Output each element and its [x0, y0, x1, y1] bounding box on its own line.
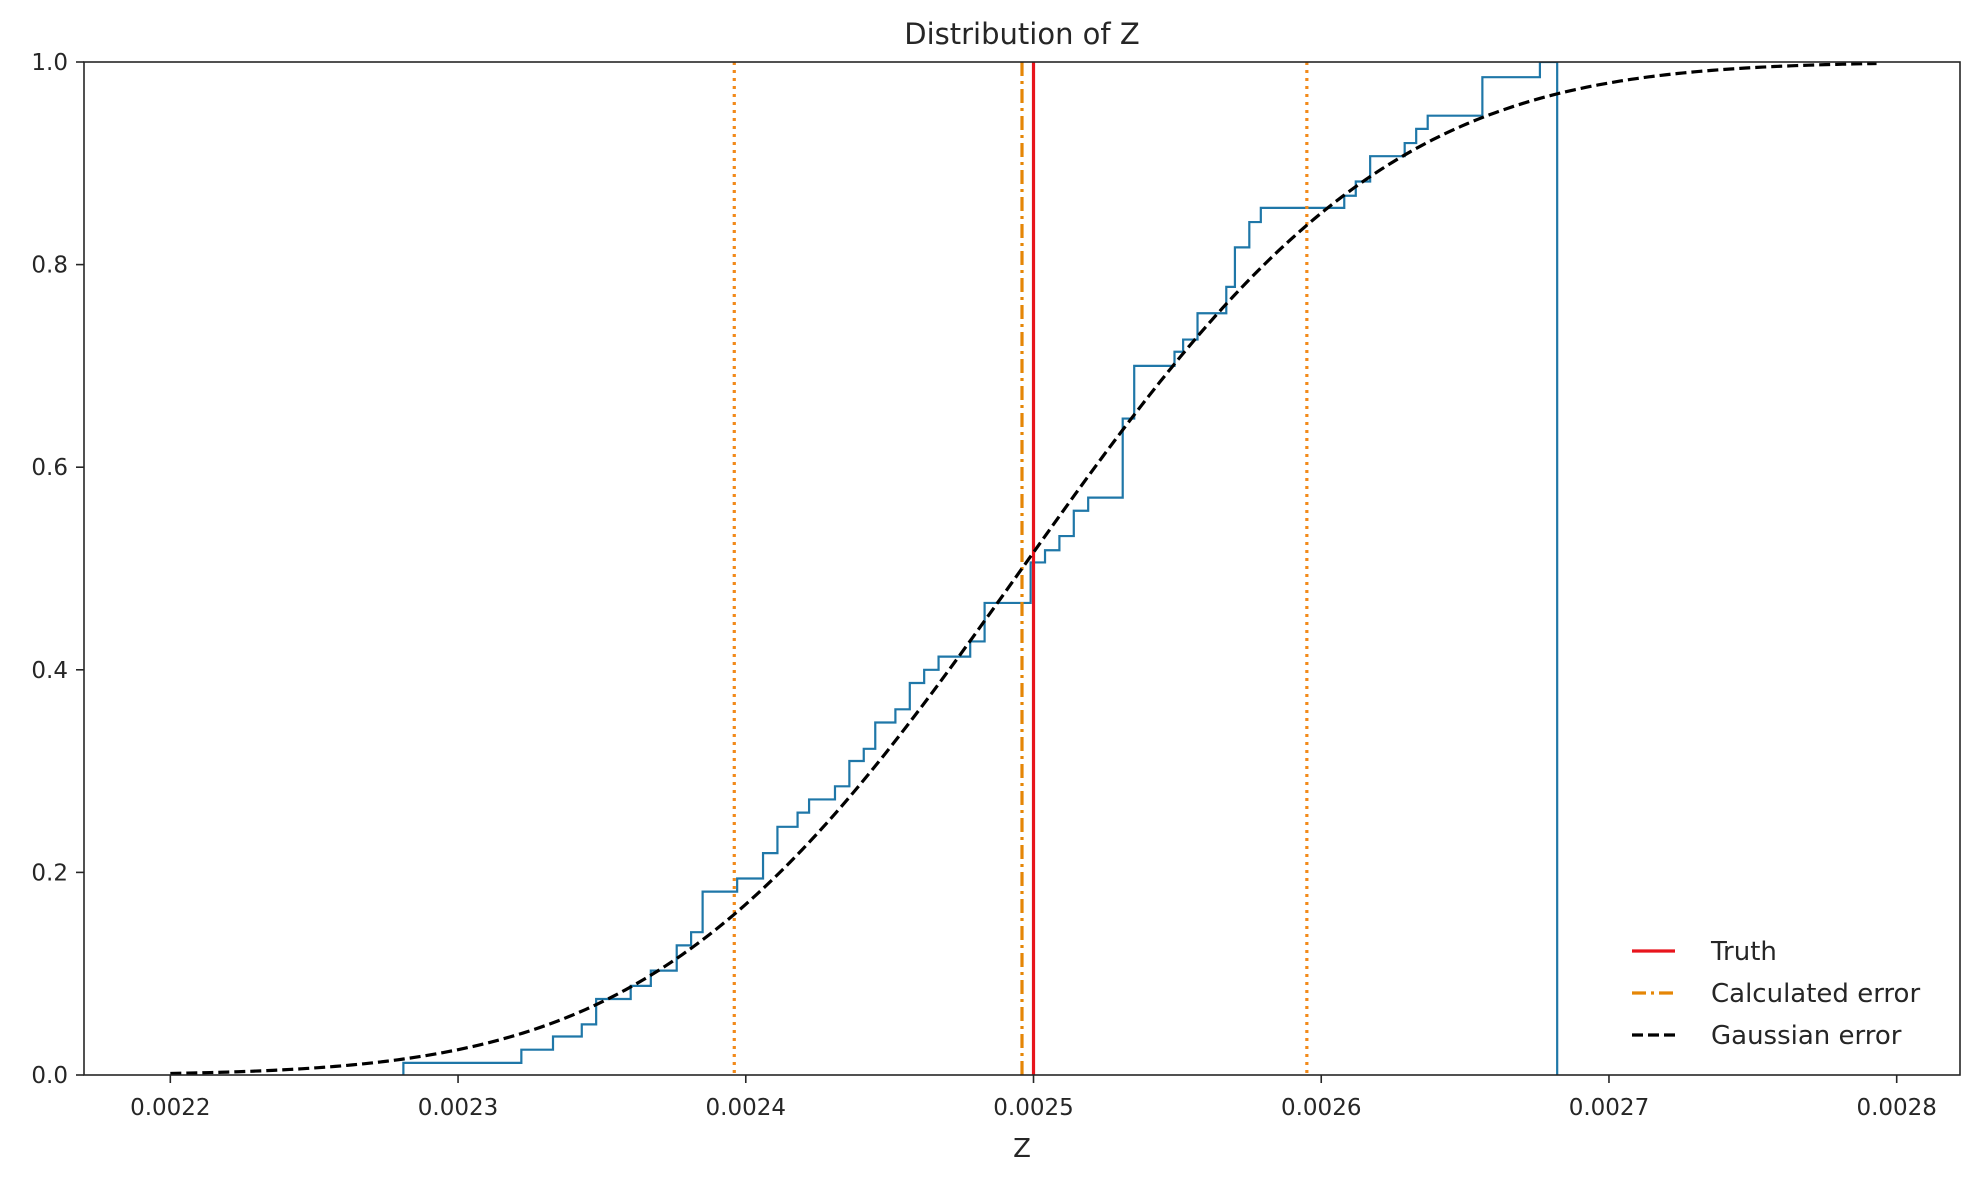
legend: Truth Calculated error Gaussian error: [1632, 937, 1920, 1051]
chart-title: Distribution of Z: [904, 17, 1139, 51]
x-tick-label: 0.0026: [1281, 1095, 1361, 1121]
legend-label-calculated-error: Calculated error: [1711, 979, 1920, 1009]
x-tick-label: 0.0028: [1856, 1095, 1936, 1121]
y-axis: 0.0 0.2 0.4 0.6 0.8 1.0: [31, 50, 84, 1089]
x-axis-title: Z: [1013, 1134, 1031, 1164]
x-axis: 0.0022 0.0023 0.0024 0.0025 0.0026 0.0027 0.00…: [130, 1075, 1937, 1121]
y-tick-label: 0.4: [31, 658, 68, 684]
y-tick-label: 0.6: [31, 455, 68, 481]
x-tick-label: 0.0024: [706, 1095, 786, 1121]
legend-label-gaussian-error: Gaussian error: [1711, 1021, 1902, 1051]
y-tick-label: 0.8: [31, 253, 68, 279]
y-tick-label: 1.0: [31, 50, 68, 76]
x-tick-label: 0.0027: [1569, 1095, 1649, 1121]
y-tick-label: 0.2: [31, 860, 68, 886]
y-tick-label: 0.0: [31, 1063, 68, 1089]
x-tick-label: 0.0025: [993, 1095, 1073, 1121]
plot-area: [170, 62, 1877, 1075]
x-tick-label: 0.0022: [130, 1095, 210, 1121]
series-group: [170, 62, 1877, 1075]
x-tick-label: 0.0023: [418, 1095, 498, 1121]
plot-frame: [83, 61, 1961, 1076]
legend-label-truth: Truth: [1710, 937, 1777, 967]
